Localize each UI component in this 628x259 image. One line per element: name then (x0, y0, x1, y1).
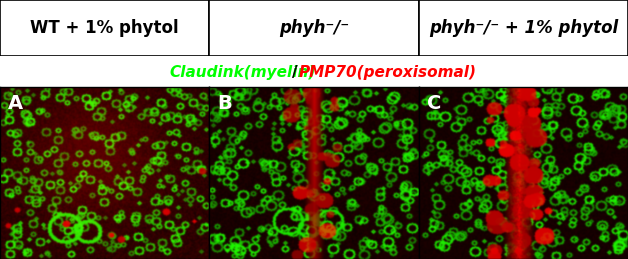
Text: WT + 1% phytol: WT + 1% phytol (30, 19, 179, 37)
Text: phyh⁻/⁻ + 1% phytol: phyh⁻/⁻ + 1% phytol (429, 19, 618, 37)
Text: PMP70(peroxisomal): PMP70(peroxisomal) (298, 65, 476, 80)
Text: A: A (8, 94, 23, 113)
Text: B: B (218, 94, 232, 113)
Text: phyh⁻/⁻: phyh⁻/⁻ (279, 19, 349, 37)
Text: C: C (427, 94, 441, 113)
Text: Claudink(myelin): Claudink(myelin) (170, 65, 316, 80)
Text: /: / (292, 65, 298, 80)
